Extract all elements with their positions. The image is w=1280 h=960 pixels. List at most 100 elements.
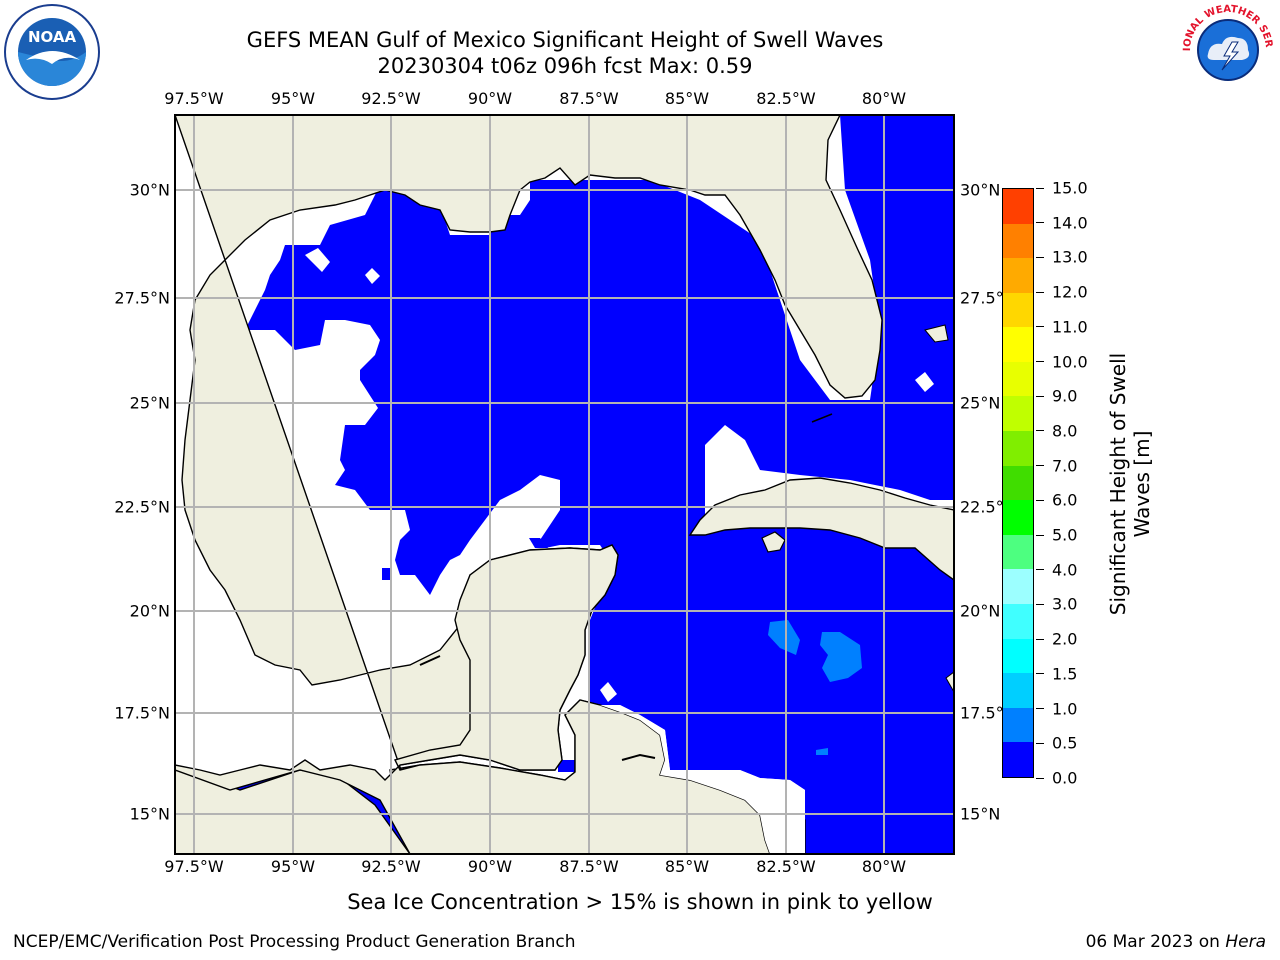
lon-label-bottom: 87.5°W [559,857,619,876]
lat-label-left: 15°N [129,804,170,824]
colorbar-segment [1003,638,1033,674]
colorbar-tick-label: 8.0 [1052,421,1078,441]
colorbar-tick-label: 11.0 [1052,317,1088,337]
colorbar-tick [1036,187,1044,189]
colorbar-tick-label: 9.0 [1052,386,1078,406]
lon-label-bottom: 85°W [664,857,710,876]
lat-label-left: 27.5°N [114,288,170,308]
land-cuba [688,477,954,581]
colorbar-tick [1036,638,1044,640]
lon-label-bottom: 90°W [467,857,513,876]
map-frame [174,114,955,855]
land-hispaniola [945,671,954,694]
lon-label-top: 87.5°W [559,89,619,108]
colorbar-tick-label: 1.0 [1052,699,1078,719]
swell-patch-mid [820,632,862,682]
colorbar-segment [1003,707,1033,743]
colorbar-segment [1003,673,1033,708]
colorbar-segment [1003,396,1033,432]
lat-label-right: 20°N [960,601,1001,621]
colorbar-segment [1003,258,1033,293]
colorbar-tick-label: 13.0 [1052,247,1088,267]
colorbar-tick [1036,222,1044,224]
lat-label-right: 27.5°N [960,288,1016,308]
land-yucatan [175,544,771,854]
nodata-patch [365,268,380,284]
colorbar-tick [1036,673,1044,675]
nodata-patch [600,682,617,702]
swell-patch-mid [768,620,800,655]
colorbar-tick-label: 1.5 [1052,664,1078,684]
colorbar-tick-label: 4.0 [1052,560,1078,580]
colorbar-tick-label: 12.0 [1052,282,1088,302]
lat-label-left: 17.5°N [114,703,170,723]
nodata-patch [305,248,330,272]
colorbar-tick-label: 7.0 [1052,456,1078,476]
lon-label-bottom: 80°W [861,857,907,876]
lat-label-left: 20°N [129,601,170,621]
lat-label-right: 22.5°N [960,497,1016,517]
lon-label-top: 85°W [664,89,710,108]
chart-subtitle: 20230304 t06z 096h fcst Max: 0.59 [377,54,753,78]
colorbar-tick-label: 0.5 [1052,733,1078,753]
colorbar-segment [1003,465,1033,501]
lat-label-left: 25°N [129,393,170,413]
nodata-honduras-coast [590,705,805,854]
lon-label-bottom: 95°W [270,857,316,876]
colorbar [1002,188,1034,778]
nodata-patch [915,372,934,392]
noaa-logo-icon: NOAA [4,4,100,100]
swell-patch [529,538,548,548]
colorbar-tick [1036,708,1044,710]
footer-date: 06 Mar 2023 on Hera [1085,932,1266,952]
lon-label-top: 92.5°W [361,89,421,108]
nws-logo-icon: NATIONAL WEATHER SERVICE [1180,2,1274,96]
footer-credit: NCEP/EMC/Verification Post Processing Pr… [13,932,576,952]
colorbar-segment [1003,292,1033,328]
lat-label-left: 30°N [129,180,170,200]
colorbar-tick [1036,395,1044,397]
colorbar-tick-label: 3.0 [1052,594,1078,614]
colorbar-tick-label: 14.0 [1052,213,1088,233]
land-bahamas [924,324,949,343]
chart-title: GEFS MEAN Gulf of Mexico Significant Hei… [246,28,884,52]
colorbar-tick-label: 5.0 [1052,525,1078,545]
colorbar-tick [1036,291,1044,293]
colorbar-segment [1003,431,1033,466]
colorbar-tick [1036,361,1044,363]
colorbar-segment [1003,500,1033,535]
colorbar-tick [1036,603,1044,605]
land-isle-of-youth [761,531,786,553]
colorbar-tick [1036,465,1044,467]
lon-label-top: 97.5°W [164,89,224,108]
swell-field-low [245,115,954,854]
lat-label-right: 30°N [960,180,1001,200]
lon-label-bottom: 82.5°W [756,857,816,876]
colorbar-segment [1003,188,1033,224]
colorbar-tick [1036,326,1044,328]
colorbar-tick [1036,499,1044,501]
colorbar-segment [1003,327,1033,362]
lon-label-top: 82.5°W [756,89,816,108]
colorbar-segment [1003,223,1033,259]
lon-label-bottom: 97.5°W [164,857,224,876]
lon-label-top: 90°W [467,89,513,108]
colorbar-tick [1036,569,1044,571]
colorbar-segment [1003,534,1033,570]
lon-label-top: 95°W [270,89,316,108]
colorbar-tick [1036,430,1044,432]
colorbar-tick-label: 0.0 [1052,768,1078,788]
noaa-logo-text: NOAA [28,28,77,46]
graticule [175,115,954,854]
colorbar-tick [1036,256,1044,258]
lagoon [419,655,441,666]
lat-label-left: 22.5°N [114,497,170,517]
colorbar-tick-label: 6.0 [1052,490,1078,510]
sea-ice-note: Sea Ice Concentration > 15% is shown in … [347,890,933,914]
colorbar-segment [1003,569,1033,605]
colorbar-segment [1003,604,1033,639]
lat-label-right: 17.5°N [960,703,1016,723]
colorbar-segment [1003,742,1033,777]
lat-label-right: 15°N [960,804,1001,824]
